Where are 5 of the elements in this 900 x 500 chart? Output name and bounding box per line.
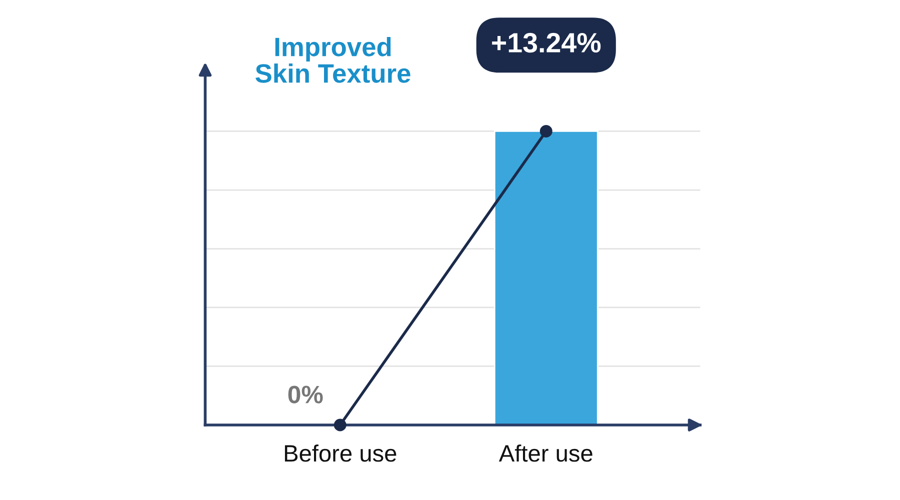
chart-title: Improved Skin Texture xyxy=(256,36,410,83)
x-tick-label: After use xyxy=(498,444,592,462)
data-label: +13.24% xyxy=(492,32,601,53)
x-tick-label: Before use xyxy=(284,444,396,462)
data-label: 0% xyxy=(288,386,323,404)
